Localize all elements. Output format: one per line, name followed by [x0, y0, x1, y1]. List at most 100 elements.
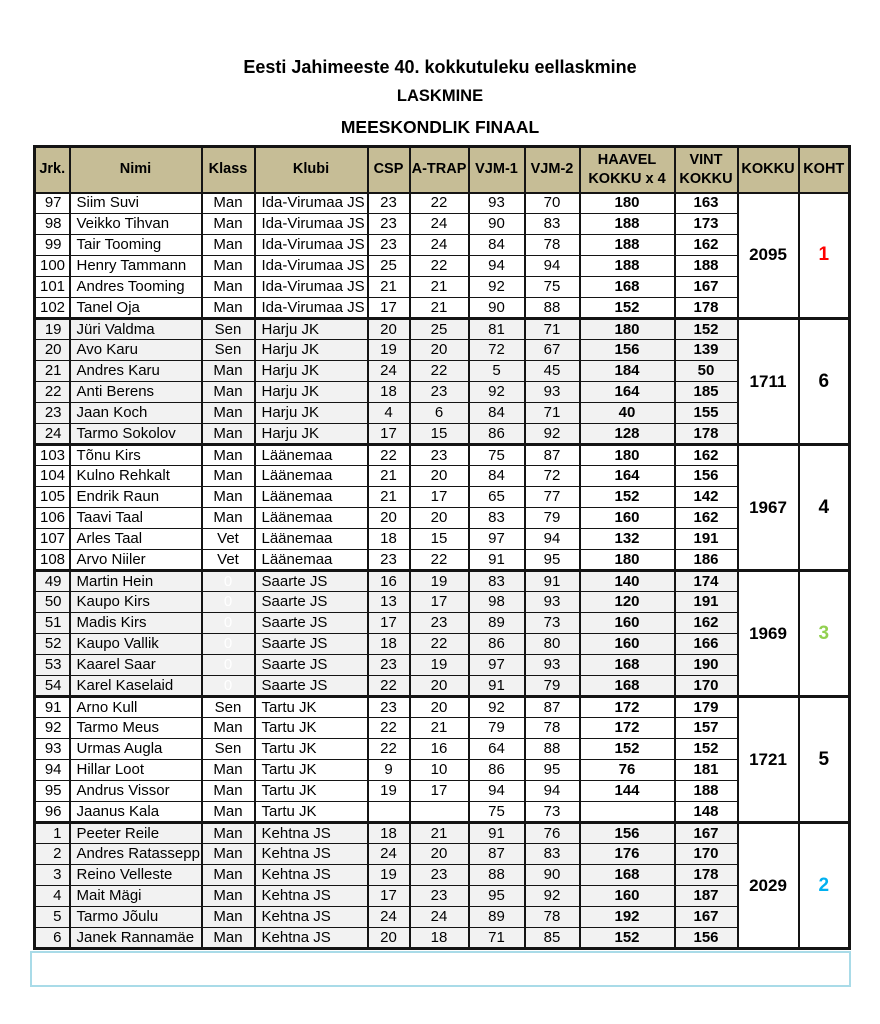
table-row: 99 Tair Tooming Man Ida-Virumaa JS 23 24 84 78 1… — [33, 234, 850, 256]
cell-vint-kokku: 139 — [673, 339, 739, 361]
cell-team-kokku-total: 1711 — [736, 317, 800, 445]
cell-jrk: 19 — [33, 317, 71, 340]
cell-klass: Man — [200, 906, 256, 928]
cell-jrk: 22 — [33, 381, 71, 403]
cell-csp: 23 — [366, 549, 411, 571]
cell-klass: Man — [200, 297, 256, 319]
table-row: 107 Arles Taal Vet Läänemaa 18 15 97 94 132 191 — [33, 528, 850, 550]
table-row: 2 Andres Ratassepp Man Kehtna JS 24 20 87 83 176… — [33, 843, 850, 865]
cell-vjm1: 91 — [467, 675, 526, 697]
cell-klubi: Läänemaa — [253, 443, 369, 466]
cell-jrk: 23 — [33, 402, 71, 424]
cell-csp: 22 — [366, 717, 411, 739]
col-header-vjm2: VJM-2 — [523, 145, 581, 194]
cell-nimi: Urmas Augla — [68, 738, 203, 760]
cell-vjm2: 76 — [523, 821, 581, 844]
table-row: 95 Andrus Vissor Man Tartu JK 19 17 94 94 144 188 — [33, 780, 850, 802]
table-row: 100 Henry Tammann Man Ida-Virumaa JS 25 22 94 9… — [33, 255, 850, 277]
cell-klass: Man — [200, 885, 256, 907]
cell-jrk: 101 — [33, 276, 71, 298]
cell-csp: 25 — [366, 255, 411, 277]
cell-csp: 18 — [366, 528, 411, 550]
cell-atrap: 21 — [408, 821, 470, 844]
cell-vint-kokku: 50 — [673, 360, 739, 382]
cell-klubi: Läänemaa — [253, 507, 369, 529]
cell-klubi: Kehtna JS — [253, 927, 369, 949]
cell-vjm2: 93 — [523, 591, 581, 613]
table-row: 5 Tarmo Jõulu Man Kehtna JS 24 24 89 78 192 167 — [33, 906, 850, 928]
cell-csp: 20 — [366, 507, 411, 529]
cell-vjm2: 79 — [523, 507, 581, 529]
cell-klubi: Ida-Virumaa JS — [253, 192, 369, 214]
cell-jrk: 103 — [33, 443, 71, 466]
cell-klubi: Ida-Virumaa JS — [253, 213, 369, 235]
table-row: 3 Reino Velleste Man Kehtna JS 19 23 88 90 168 17… — [33, 864, 850, 886]
cell-csp: 24 — [366, 360, 411, 382]
cell-klass: Man — [200, 276, 256, 298]
cell-vint-kokku: 166 — [673, 633, 739, 655]
cell-klass: Man — [200, 443, 256, 466]
cell-nimi: Anti Berens — [68, 381, 203, 403]
cell-klubi: Saarte JS — [253, 569, 369, 592]
cell-nimi: Karel Kaselaid — [68, 675, 203, 697]
cell-atrap: 19 — [408, 654, 470, 676]
table-row: 105 Endrik Raun Man Läänemaa 21 17 65 77 152 142 — [33, 486, 850, 508]
cell-team-kokku-total: 2095 — [736, 192, 800, 319]
cell-jrk: 107 — [33, 528, 71, 550]
cell-klass: Sen — [200, 317, 256, 340]
cell-haavel-kokku: 168 — [578, 654, 676, 676]
cell-vjm2: 78 — [523, 717, 581, 739]
cell-vint-kokku: 162 — [673, 612, 739, 634]
cell-klass: Man — [200, 717, 256, 739]
cell-vjm2: 79 — [523, 675, 581, 697]
cell-vint-kokku: 191 — [673, 528, 739, 550]
cell-csp: 23 — [366, 695, 411, 718]
cell-klass: Man — [200, 843, 256, 865]
cell-atrap: 16 — [408, 738, 470, 760]
cell-vint-kokku: 174 — [673, 569, 739, 592]
cell-vjm1: 94 — [467, 255, 526, 277]
cell-nimi: Andres Karu — [68, 360, 203, 382]
cell-atrap: 20 — [408, 843, 470, 865]
cell-vjm1: 84 — [467, 402, 526, 424]
header-row: Jrk. Nimi Klass Klubi CSP A-TRAP VJM-1 V… — [33, 145, 851, 194]
col-header-kokku: KOKKU — [736, 145, 800, 194]
cell-haavel-kokku: 76 — [578, 759, 676, 781]
cell-csp: 13 — [366, 591, 411, 613]
cell-atrap: 22 — [408, 360, 470, 382]
cell-vint-kokku: 188 — [673, 780, 739, 802]
cell-jrk: 102 — [33, 297, 71, 319]
cell-klass: Man — [200, 801, 256, 823]
cell-klass: 0 — [200, 569, 256, 592]
table-row: 106 Taavi Taal Man Läänemaa 20 20 83 79 160 162 — [33, 507, 850, 529]
cell-atrap: 24 — [408, 213, 470, 235]
cell-klass: Man — [200, 255, 256, 277]
cell-team-koht-rank: 2 — [797, 821, 851, 949]
cell-vjm2: 67 — [523, 339, 581, 361]
cell-team-koht-rank: 6 — [797, 317, 851, 445]
cell-jrk: 6 — [33, 927, 71, 949]
cell-nimi: Avo Karu — [68, 339, 203, 361]
cell-vjm2: 90 — [523, 864, 581, 886]
cell-klubi: Kehtna JS — [253, 821, 369, 844]
table-row: 1 Peeter Reile Man Kehtna JS 18 21 91 76 156 167 2… — [33, 821, 851, 949]
cell-jrk: 3 — [33, 864, 71, 886]
cell-nimi: Mait Mägi — [68, 885, 203, 907]
cell-team-koht-rank: 1 — [797, 192, 851, 319]
cell-vint-kokku: 186 — [673, 549, 739, 571]
cell-vjm1: 95 — [467, 885, 526, 907]
cell-klubi: Harju JK — [253, 339, 369, 361]
cell-klass: 0 — [200, 633, 256, 655]
cell-haavel-kokku: 188 — [578, 213, 676, 235]
cell-csp: 23 — [366, 654, 411, 676]
cell-jrk: 106 — [33, 507, 71, 529]
cell-vjm1: 93 — [467, 192, 526, 214]
cell-vjm1: 83 — [467, 507, 526, 529]
cell-vint-kokku: 142 — [673, 486, 739, 508]
cell-vjm1: 81 — [467, 317, 526, 340]
cell-vjm2: 88 — [523, 738, 581, 760]
cell-atrap: 23 — [408, 864, 470, 886]
col-header-klubi: Klubi — [253, 145, 369, 194]
cell-haavel-kokku: 40 — [578, 402, 676, 424]
cell-haavel-kokku: 152 — [578, 927, 676, 949]
